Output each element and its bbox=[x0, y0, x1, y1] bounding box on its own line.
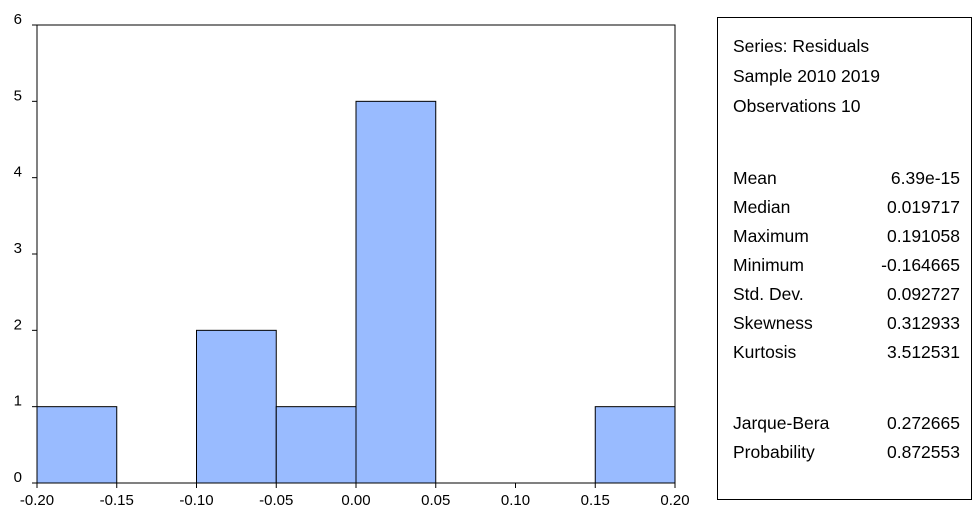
series-name: Series: Residuals bbox=[733, 36, 870, 56]
y-tick-label: 3 bbox=[14, 240, 22, 257]
stat-label: Maximum bbox=[733, 226, 809, 246]
stat-value: 6.39e-15 bbox=[890, 168, 960, 188]
observations-count: Observations 10 bbox=[733, 96, 861, 116]
y-tick-label: 5 bbox=[14, 87, 22, 104]
stat-row-mean: Mean 6.39e-15 bbox=[733, 168, 960, 192]
stat-row-median: Median 0.019717 bbox=[733, 197, 960, 221]
histogram-bar bbox=[355, 100, 437, 484]
stat-value: 0.312933 bbox=[887, 313, 960, 333]
test-label: Jarque-Bera bbox=[733, 413, 830, 433]
stat-row-minimum: Minimum -0.164665 bbox=[733, 255, 960, 279]
y-tick-label: 6 bbox=[14, 11, 22, 28]
histogram-bar bbox=[196, 329, 277, 484]
x-tick-label: 0.05 bbox=[421, 492, 450, 509]
x-tick-label: -0.15 bbox=[100, 492, 134, 509]
test-label: Probability bbox=[733, 442, 815, 462]
stat-value: -0.164665 bbox=[881, 255, 960, 275]
histogram-bar bbox=[594, 406, 676, 484]
histogram-bar bbox=[36, 406, 118, 484]
stat-label: Minimum bbox=[733, 255, 804, 275]
stat-label: Skewness bbox=[733, 313, 813, 333]
stat-row-std-dev: Std. Dev. 0.092727 bbox=[733, 284, 960, 308]
y-tick-label: 0 bbox=[14, 469, 22, 486]
statistics-panel: Series: Residuals Sample 2010 2019 Obser… bbox=[717, 17, 972, 500]
sample-range: Sample 2010 2019 bbox=[733, 66, 880, 86]
stat-value: 3.512531 bbox=[887, 342, 960, 362]
test-row-jarque-bera: Jarque-Bera 0.272665 bbox=[733, 413, 960, 437]
stat-label: Std. Dev. bbox=[733, 284, 804, 304]
y-tick-label: 4 bbox=[14, 164, 22, 181]
x-tick-label: 0.15 bbox=[581, 492, 610, 509]
test-value: 0.272665 bbox=[887, 413, 960, 433]
stat-label: Kurtosis bbox=[733, 342, 797, 362]
y-tick-label: 2 bbox=[14, 316, 22, 333]
stat-label: Mean bbox=[733, 168, 777, 188]
x-tick-label: -0.05 bbox=[259, 492, 293, 509]
stat-row-skewness: Skewness 0.312933 bbox=[733, 313, 960, 337]
stat-row-maximum: Maximum 0.191058 bbox=[733, 226, 960, 250]
x-tick-label: 0.10 bbox=[501, 492, 530, 509]
y-tick-label: 1 bbox=[14, 393, 22, 410]
histogram-bar bbox=[275, 406, 357, 484]
x-tick-label: -0.20 bbox=[20, 492, 54, 509]
test-row-probability: Probability 0.872553 bbox=[733, 442, 960, 466]
x-tick-label: 0.20 bbox=[660, 492, 689, 509]
stat-value: 0.092727 bbox=[887, 284, 960, 304]
stat-value: 0.019717 bbox=[887, 197, 960, 217]
stat-value: 0.191058 bbox=[887, 226, 960, 246]
x-tick-label: 0.00 bbox=[341, 492, 370, 509]
x-tick-label: -0.10 bbox=[179, 492, 213, 509]
stat-row-kurtosis: Kurtosis 3.512531 bbox=[733, 342, 960, 366]
test-value: 0.872553 bbox=[887, 442, 960, 462]
stat-label: Median bbox=[733, 197, 791, 217]
